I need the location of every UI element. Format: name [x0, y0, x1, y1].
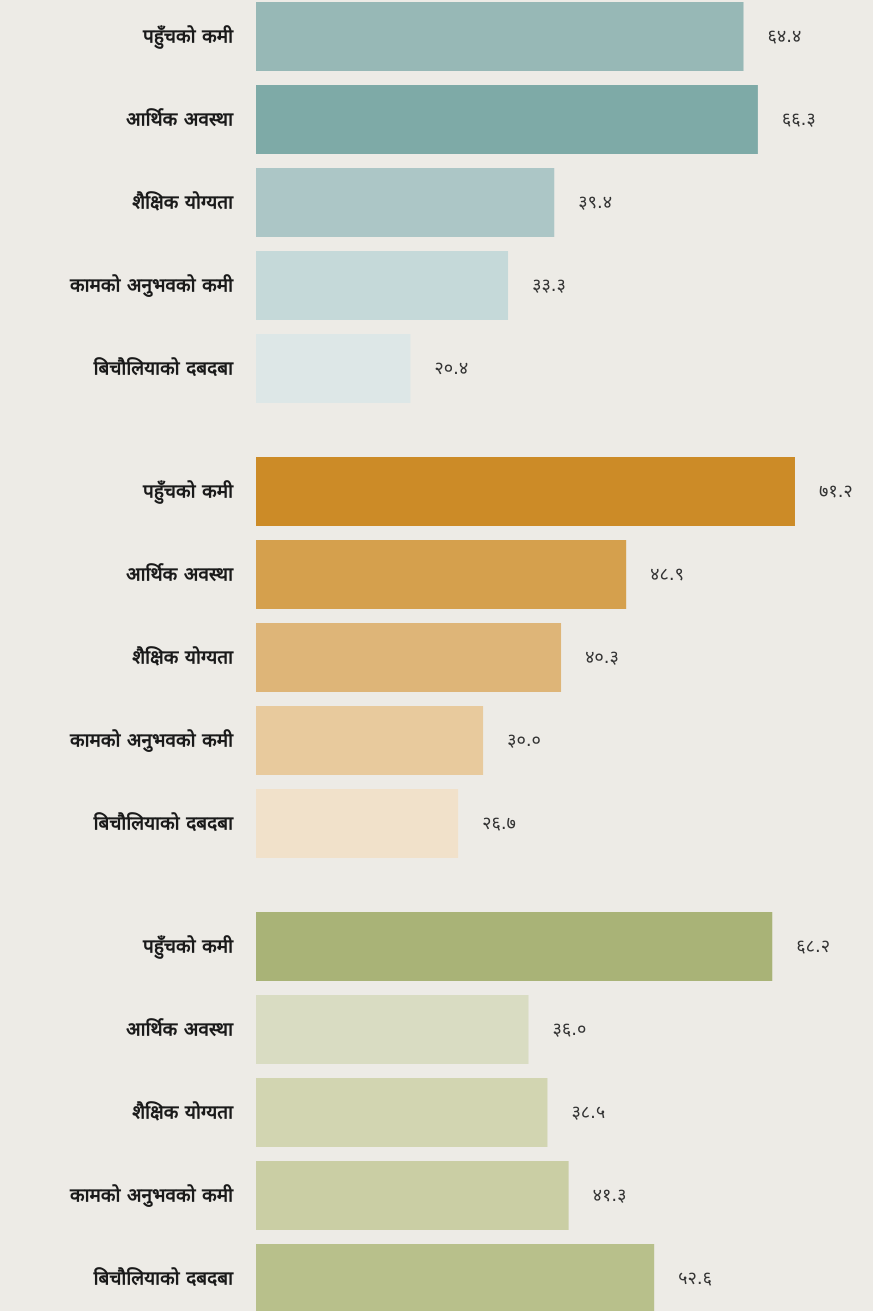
category-label: बिचौलियाको दबदबा	[93, 812, 235, 835]
bar	[256, 912, 773, 981]
category-label: शैक्षिक योग्यता	[132, 1101, 234, 1124]
category-label: पहुँचको कमी	[142, 480, 234, 505]
category-label: पहुँचको कमी	[142, 935, 234, 960]
value-label: ३६.०	[553, 1019, 587, 1040]
bar	[256, 995, 529, 1064]
bar	[256, 540, 627, 609]
bar-group-1: पहुँचको कमी ६४.४ आर्थिक अवस्था ६६.३ शैक्षिक …	[69, 2, 816, 403]
value-label: ४०.३	[585, 647, 619, 668]
value-label: ७१.२	[819, 481, 853, 502]
value-label: २०.४	[434, 358, 468, 379]
category-label: कामको अनुभवको कमी	[69, 1184, 234, 1208]
bar	[256, 85, 758, 154]
bar	[256, 334, 411, 403]
bar	[256, 251, 509, 320]
bar	[256, 168, 555, 237]
bar	[256, 706, 484, 775]
bar	[256, 2, 744, 71]
category-label: बिचौलियाको दबदबा	[93, 357, 235, 380]
value-label: ३८.५	[571, 1102, 605, 1123]
value-label: ३३.३	[532, 275, 566, 296]
bar	[256, 1078, 548, 1147]
category-label: बिचौलियाको दबदबा	[93, 1267, 235, 1290]
category-label: आर्थिक अवस्था	[126, 1018, 234, 1041]
category-label: कामको अनुभवको कमी	[69, 274, 234, 298]
value-label: २६.७	[482, 813, 516, 834]
category-label: कामको अनुभवको कमी	[69, 729, 234, 753]
value-label: ३९.४	[578, 192, 612, 213]
value-label: ६८.२	[796, 936, 830, 957]
value-label: ५२.६	[678, 1268, 712, 1289]
value-label: ४१.३	[593, 1185, 627, 1206]
category-label: शैक्षिक योग्यता	[132, 646, 234, 669]
category-label: आर्थिक अवस्था	[126, 563, 234, 586]
bar	[256, 623, 562, 692]
value-label: ६४.४	[768, 26, 802, 47]
value-label: ३०.०	[507, 730, 541, 751]
category-label: शैक्षिक योग्यता	[132, 191, 234, 214]
value-label: ४८.९	[650, 564, 684, 585]
bar	[256, 1244, 655, 1311]
category-label: आर्थिक अवस्था	[126, 108, 234, 131]
bar	[256, 457, 795, 526]
bar-group-2: पहुँचको कमी ७१.२ आर्थिक अवस्था ४८.९ शैक्षिक …	[69, 457, 853, 858]
bar	[256, 1161, 569, 1230]
bar	[256, 789, 459, 858]
category-label: पहुँचको कमी	[142, 25, 234, 50]
bar-group-3: पहुँचको कमी ६८.२ आर्थिक अवस्था ३६.० शैक्षिक …	[69, 912, 830, 1311]
value-label: ६६.३	[782, 109, 816, 130]
